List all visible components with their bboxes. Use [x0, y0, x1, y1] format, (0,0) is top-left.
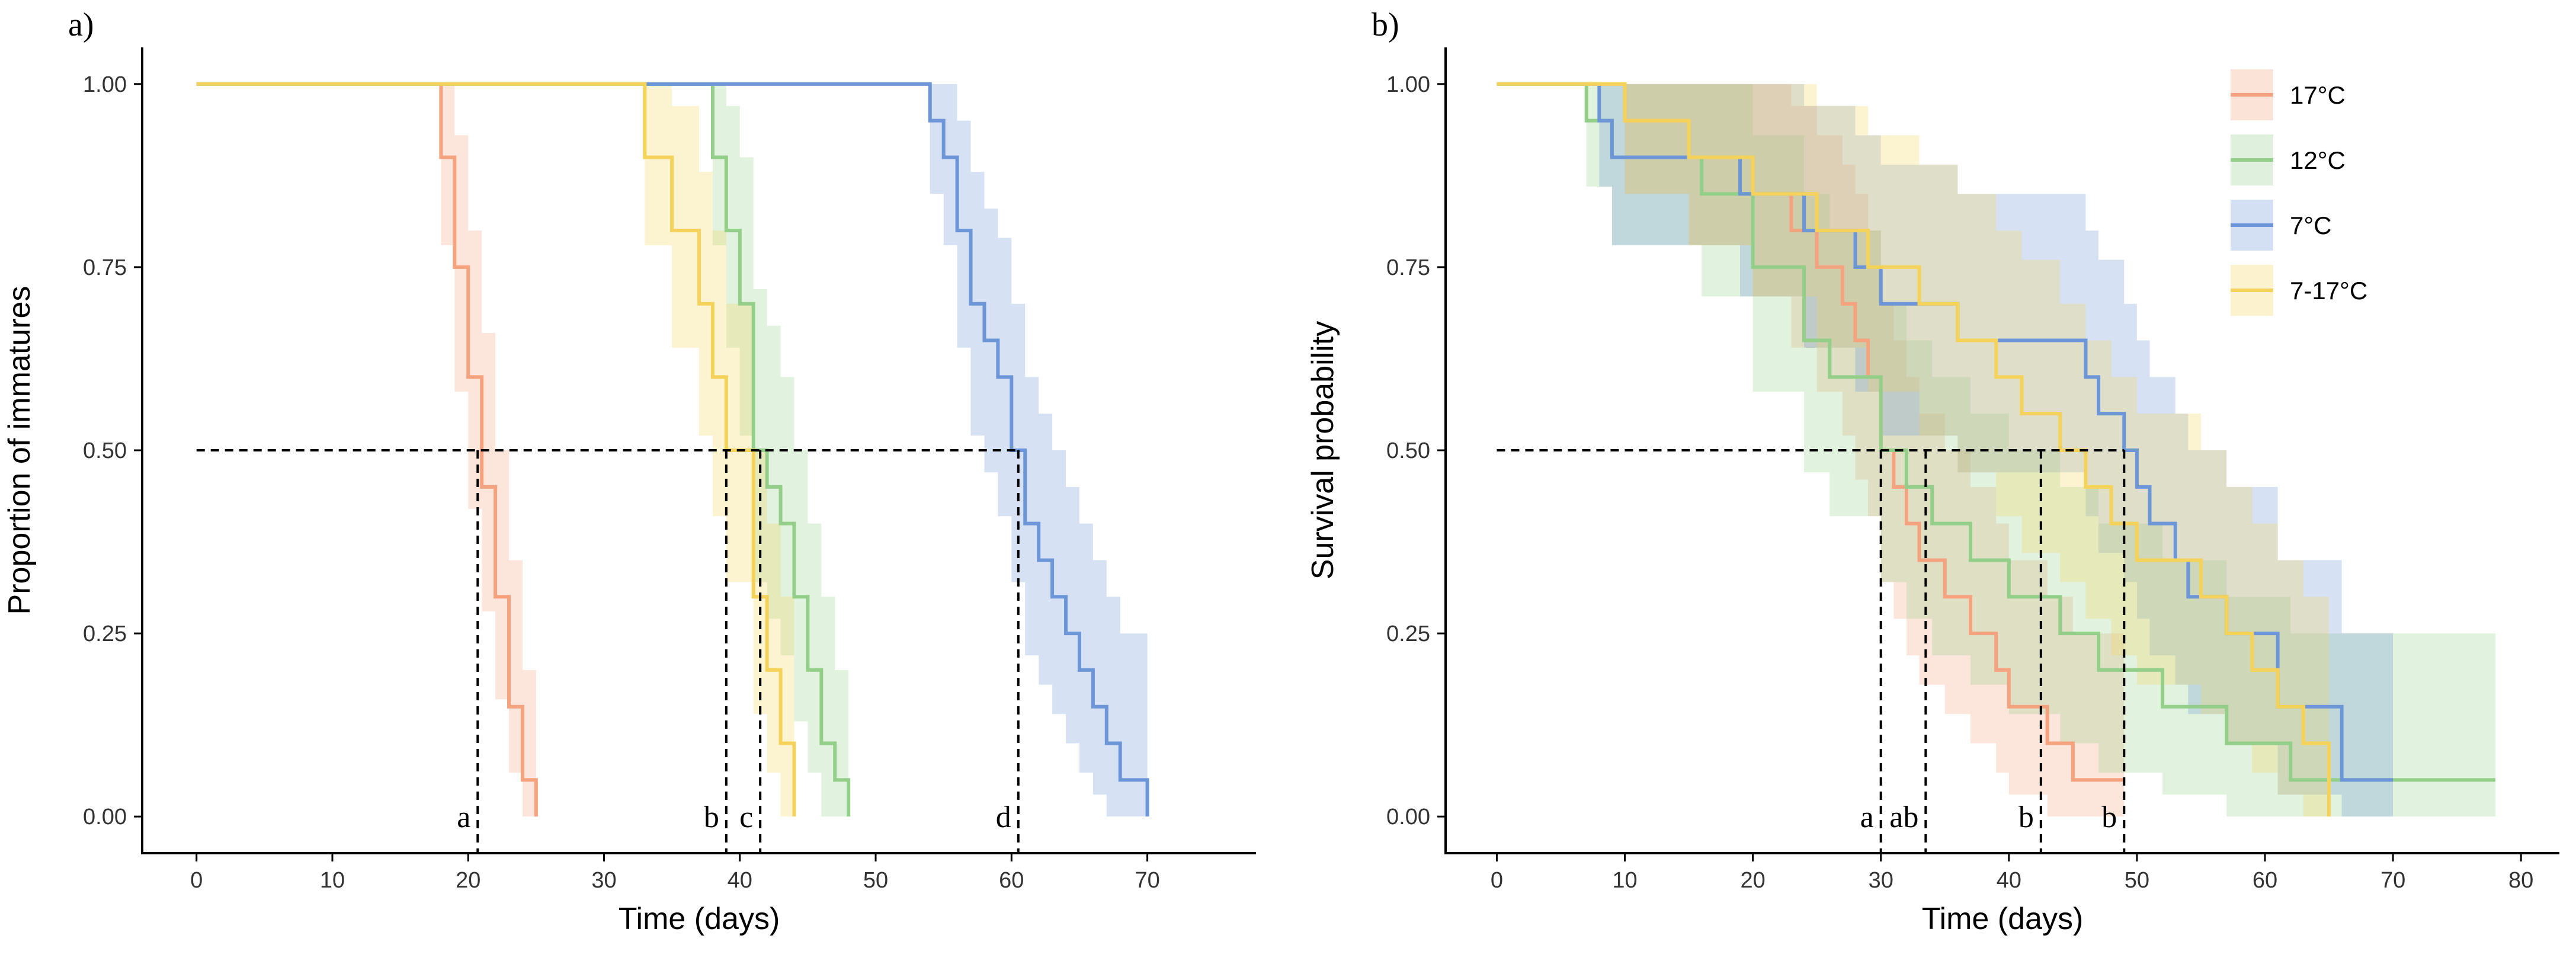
x-tick-label: 50 — [2125, 868, 2149, 893]
x-tick-label: 60 — [2253, 868, 2277, 893]
legend-label: 17°C — [2290, 81, 2346, 109]
legend-label: 12°C — [2290, 146, 2346, 174]
x-tick-label: 70 — [2380, 868, 2405, 893]
x-tick-label: 10 — [1612, 868, 1637, 893]
significance-label: a — [1860, 800, 1874, 834]
y-tick-label: 0.50 — [83, 438, 127, 463]
survival-curve-17c — [196, 82, 538, 817]
y-tick-label: 0.00 — [83, 805, 127, 829]
x-tick-label: 10 — [320, 868, 345, 893]
panel-b-survival-probability: a ab b b 0 10 20 30 40 50 60 70 80 0.00 0.25 0.50 0.75 1.… — [1306, 7, 2559, 936]
y-tick-label: 1.00 — [1386, 72, 1430, 97]
y-axis-title: Survival probability — [1306, 321, 1340, 579]
confidence-band-7-17c — [1497, 84, 2330, 817]
x-tick-label: 50 — [863, 868, 888, 893]
significance-label: ab — [1889, 800, 1918, 834]
legend: 17°C 12°C 7°C 7-17°C — [2231, 69, 2367, 316]
y-axis-title: Proportion of immatures — [2, 286, 37, 615]
y-tick-label: 0.50 — [1386, 438, 1430, 463]
survival-curve-12c — [1497, 82, 2495, 782]
survival-curve-7-17c — [196, 82, 796, 817]
legend-label: 7-17°C — [2290, 277, 2367, 305]
panel-label: a) — [68, 7, 94, 43]
x-tick-label: 30 — [1869, 868, 1893, 893]
y-tick-label: 0.25 — [1386, 622, 1430, 646]
confidence-band-7c — [1497, 84, 2394, 817]
significance-label: a — [457, 800, 470, 834]
x-axis-title: Time (days) — [619, 902, 780, 936]
confidence-band-17c — [1497, 84, 2125, 817]
survival-curve-12c — [196, 82, 851, 817]
x-tick-label: 70 — [1135, 868, 1159, 893]
panel-a-immature-proportion: a b c d 0 10 20 30 40 50 60 70 0.00 0.25 0.50 0.75 1.00 T… — [2, 7, 1256, 936]
survival-curve-7-17c — [1497, 82, 2331, 817]
y-tick-label: 1.00 — [83, 72, 127, 97]
x-axis-title: Time (days) — [1922, 902, 2084, 936]
y-tick-label: 0.75 — [1386, 255, 1430, 280]
x-tick-label: 80 — [2508, 868, 2533, 893]
significance-label: c — [739, 800, 753, 834]
y-tick-label: 0.00 — [1386, 805, 1430, 829]
x-tick-label: 20 — [456, 868, 480, 893]
y-tick-label: 0.75 — [83, 255, 127, 280]
y-tick-label: 0.25 — [83, 622, 127, 646]
survival-curve-7c — [196, 82, 1149, 817]
x-tick-label: 40 — [1997, 868, 2021, 893]
x-tick-label: 20 — [1740, 868, 1765, 893]
significance-label: d — [996, 800, 1011, 834]
x-tick-label: 40 — [728, 868, 752, 893]
significance-label: b — [2101, 800, 2117, 834]
significance-label: b — [2018, 800, 2034, 834]
x-tick-label: 60 — [999, 868, 1024, 893]
panel-label: b) — [1372, 7, 1399, 43]
x-tick-label: 0 — [1491, 868, 1503, 893]
legend-label: 7°C — [2290, 212, 2332, 239]
significance-label: b — [704, 800, 719, 834]
x-tick-label: 30 — [591, 868, 616, 893]
x-tick-label: 0 — [190, 868, 203, 893]
